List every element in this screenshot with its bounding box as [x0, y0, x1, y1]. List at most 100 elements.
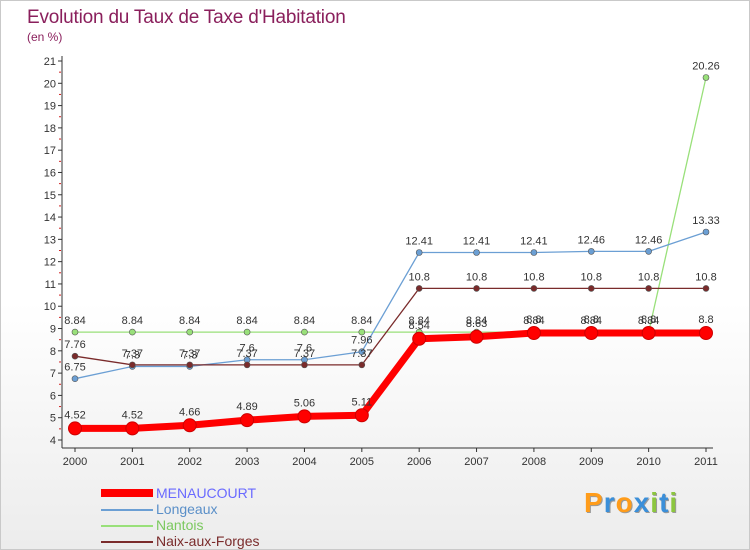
logo-letter: P — [584, 487, 604, 518]
data-label-nantois: 8.84 — [236, 315, 257, 327]
y-tick-label: 7 — [50, 368, 56, 380]
data-point-nantois — [71, 328, 79, 336]
data-label-naix-aux-forges: 7.37 — [236, 348, 257, 360]
data-label-longeaux: 7.6 — [239, 343, 254, 355]
data-label-naix-aux-forges: 7.37 — [179, 348, 200, 360]
data-label-nantois: 8.84 — [351, 315, 372, 327]
logo-letter: r — [603, 487, 616, 518]
data-point-nantois — [186, 328, 194, 336]
data-label-longeaux: 7.6 — [297, 343, 312, 355]
data-label-menaucourt: 8.63 — [466, 318, 487, 330]
data-point-naix-aux-forges — [301, 361, 308, 369]
legend-swatch-nantois — [101, 525, 153, 527]
y-tick-label: 20 — [44, 78, 56, 90]
data-point-naix-aux-forges — [243, 361, 251, 369]
data-label-naix-aux-forges: 10.8 — [581, 271, 602, 283]
data-label-naix-aux-forges: 7.76 — [64, 339, 85, 351]
data-label-menaucourt: 8.54 — [408, 320, 429, 332]
data-point-nantois — [702, 74, 710, 81]
data-label-naix-aux-forges: 10.8 — [466, 271, 487, 283]
data-label-menaucourt: 4.52 — [64, 409, 85, 421]
legend-swatch-naix-aux-forges — [101, 541, 153, 543]
data-point-nantois — [243, 328, 251, 336]
data-label-longeaux: 6.75 — [64, 362, 85, 374]
data-label-nantois: 8.84 — [294, 315, 315, 327]
data-label-nantois: 8.84 — [408, 315, 429, 327]
data-label-nantois: 8.84 — [179, 315, 200, 327]
legend-swatch-menaucourt — [101, 489, 153, 497]
x-tick-label: 2011 — [694, 456, 718, 468]
data-label-naix-aux-forges: 10.8 — [638, 271, 659, 283]
data-label-nantois: 8.84 — [64, 315, 85, 327]
series-line-menaucourt — [71, 329, 710, 432]
legend-label: Longeaux — [156, 501, 218, 517]
data-label-longeaux: 12.46 — [578, 234, 606, 246]
data-point-menaucourt — [182, 418, 197, 433]
data-point-menaucourt — [412, 331, 427, 346]
x-tick-label: 2000 — [63, 456, 87, 468]
x-tick-label: 2009 — [579, 456, 603, 468]
y-tick-label: 19 — [44, 101, 56, 113]
data-point-menaucourt — [354, 408, 369, 423]
data-label-naix-aux-forges: 10.8 — [695, 271, 716, 283]
x-tick-label: 2010 — [636, 456, 660, 468]
data-point-longeaux — [530, 249, 538, 256]
data-label-naix-aux-forges: 7.37 — [122, 348, 143, 360]
y-tick-label: 13 — [44, 234, 56, 246]
data-label-longeaux: 12.41 — [405, 236, 433, 248]
data-point-menaucourt — [641, 325, 656, 340]
logo-letter: o — [615, 487, 634, 518]
data-point-naix-aux-forges — [129, 361, 136, 369]
data-label-longeaux: 13.33 — [692, 215, 720, 227]
logo-letter: i — [669, 487, 679, 518]
legend-label: Nantois — [156, 517, 204, 533]
x-tick-label: 2006 — [407, 456, 431, 468]
data-point-menaucourt — [699, 325, 713, 340]
data-label-nantois: 8.84 — [581, 315, 602, 327]
data-label-longeaux: 7.3 — [125, 349, 140, 361]
data-label-menaucourt: 5.06 — [294, 397, 315, 409]
data-point-longeaux — [702, 228, 710, 236]
data-point-longeaux — [645, 248, 652, 255]
y-tick-label: 4 — [50, 435, 56, 447]
y-tick-label: 17 — [44, 145, 56, 157]
logo-letter: x — [633, 487, 651, 518]
data-point-nantois — [358, 328, 366, 336]
data-point-menaucourt — [469, 329, 484, 344]
data-label-menaucourt: 8.8 — [526, 314, 541, 326]
y-tick-label: 14 — [44, 212, 56, 224]
data-label-naix-aux-forges: 7.37 — [294, 348, 315, 360]
data-label-naix-aux-forges: 10.8 — [408, 271, 429, 283]
data-point-naix-aux-forges — [530, 285, 538, 292]
y-tick-label: 21 — [44, 56, 56, 68]
y-tick-label: 12 — [44, 257, 56, 269]
x-tick-label: 2003 — [235, 456, 259, 468]
x-tick-label: 2007 — [464, 456, 488, 468]
data-label-naix-aux-forges: 10.8 — [523, 271, 544, 283]
legend-swatch-longeaux — [101, 509, 153, 511]
data-label-longeaux: 7.96 — [351, 335, 372, 347]
data-point-longeaux — [587, 248, 595, 255]
data-label-naix-aux-forges: 7.37 — [351, 348, 372, 360]
data-point-naix-aux-forges — [358, 361, 366, 369]
y-tick-label: 16 — [44, 167, 56, 179]
data-label-menaucourt: 8.8 — [698, 314, 713, 326]
logo-letter: t — [659, 487, 670, 518]
x-tick-label: 2008 — [522, 456, 546, 468]
chart-title: Evolution du Taux de Taxe d'Habitation — [27, 7, 346, 28]
data-point-naix-aux-forges — [587, 285, 595, 292]
y-tick-label: 10 — [44, 301, 56, 313]
data-point-menaucourt — [297, 409, 312, 424]
data-point-menaucourt — [526, 325, 541, 340]
data-point-naix-aux-forges — [473, 285, 480, 292]
data-point-naix-aux-forges — [415, 285, 423, 292]
data-label-nantois: 8.84 — [466, 315, 487, 327]
data-point-menaucourt — [240, 413, 255, 428]
data-label-nantois: 8.84 — [122, 315, 143, 327]
x-tick-label: 2004 — [292, 456, 316, 468]
data-label-menaucourt: 4.89 — [236, 401, 257, 413]
data-label-longeaux: 12.46 — [635, 234, 663, 246]
y-tick-label: 11 — [45, 279, 56, 291]
